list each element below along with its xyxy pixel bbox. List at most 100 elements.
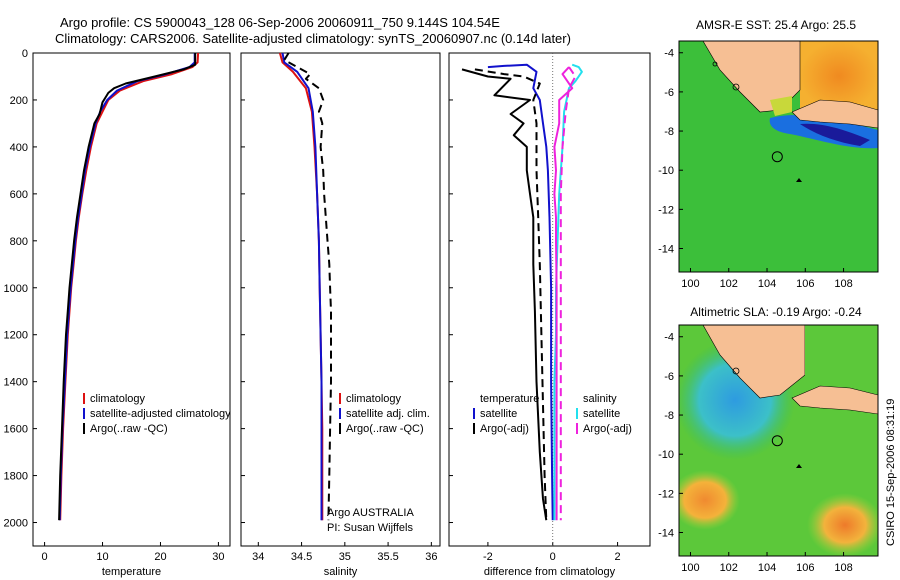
sla-xtick-label: 102 <box>720 562 738 574</box>
difference-legend-title-temperature: temperature <box>480 393 539 405</box>
sst-island-1 <box>732 83 740 91</box>
temperature-xtick-label: 20 <box>154 551 166 563</box>
sst-island-2 <box>712 61 718 67</box>
salinity-xtick-label: 34.5 <box>291 551 312 563</box>
sst-ytick-label: -4 <box>664 48 674 60</box>
sst-map: AMSR-E SST: 25.4 Argo: 25.5 100 102 104 106… <box>658 18 879 290</box>
temperature-ytick-label: 400 <box>10 142 28 154</box>
temperature-panel: 0 10 20 30 0 200 400 600 800 1000 1200 1400 1600 1800… <box>4 48 232 578</box>
sla-map: Altimetric SLA: -0.19 Argo: -0.24 100 102… <box>658 305 879 574</box>
difference-legend-salinity-label: satellite <box>583 408 620 420</box>
difference-legend-title-salinity: salinity <box>583 393 617 405</box>
temperature-xtick-label: 10 <box>96 551 108 563</box>
temperature-ytick-label: 200 <box>10 95 28 107</box>
sla-warm-eddy-east <box>807 493 878 556</box>
difference-series-salinity-satellite <box>553 63 583 521</box>
difference-xlabel: difference from climatology <box>484 566 616 578</box>
sla-xtick-label: 108 <box>834 562 852 574</box>
temperature-ytick-label: 1200 <box>4 330 28 342</box>
salinity-legend-label: satellite adj. clim. <box>346 408 430 420</box>
sla-island-1 <box>732 367 740 375</box>
sla-small-island <box>796 464 802 468</box>
difference-xtick-label: 0 <box>550 551 556 563</box>
temperature-ytick-label: 600 <box>10 189 28 201</box>
salinity-xtick-label: 35.5 <box>377 551 398 563</box>
temperature-ytick-label: 1800 <box>4 471 28 483</box>
sla-warm-eddy-west <box>679 470 740 530</box>
temperature-ytick-label: 1400 <box>4 377 28 389</box>
temperature-xlabel: temperature <box>102 566 161 578</box>
difference-series-temperature-argo-adj-dashed <box>474 68 548 521</box>
sst-map-title: AMSR-E SST: 25.4 Argo: 25.5 <box>696 18 856 32</box>
temperature-legend-label: satellite-adjusted climatology <box>90 408 231 420</box>
title-line-2: Climatology: CARS2006. Satellite-adjuste… <box>55 31 571 46</box>
salinity-series-satellite-adj-clim- <box>281 52 323 521</box>
salinity-xtick-label: 34 <box>252 551 264 563</box>
temperature-xtick-label: 30 <box>212 551 224 563</box>
difference-frame <box>448 52 651 547</box>
sla-ytick-label: -6 <box>664 371 674 383</box>
sst-ytick-label: -14 <box>658 244 674 256</box>
sst-ytick-label: -12 <box>658 204 674 216</box>
temperature-ytick-label: 2000 <box>4 518 28 530</box>
sst-warm-patch <box>800 41 878 111</box>
sla-argo-position <box>771 435 783 447</box>
sla-ytick-label: -4 <box>664 332 674 344</box>
sla-map-axes: 100 102 104 106 108 -4 -6 -8 -10 -12 -14 <box>658 332 853 574</box>
difference-xtick-label: 2 <box>615 551 621 563</box>
salinity-legend-label: Argo(..raw -QC) <box>346 423 424 435</box>
difference-series-temperature-satellite <box>487 63 554 521</box>
sla-map-frame <box>678 324 879 557</box>
sst-xtick-label: 104 <box>758 278 776 290</box>
temperature-ytick-label: 1600 <box>4 424 28 436</box>
salinity-panel: 34 34.5 35 35.5 36 salinity climatology satelli… <box>240 52 441 578</box>
salinity-legend-label: climatology <box>346 393 402 405</box>
salinity-series-climatology <box>278 52 324 521</box>
temperature-series-satellite-adjusted-climatology <box>58 53 196 521</box>
salinity-xlabel: salinity <box>324 566 358 578</box>
sla-xtick-label: 104 <box>758 562 776 574</box>
sst-small-island <box>796 178 802 182</box>
sst-ytick-label: -8 <box>664 126 674 138</box>
temperature-frame <box>32 52 231 547</box>
sst-xtick-label: 100 <box>681 278 699 290</box>
sst-ytick-label: -10 <box>658 165 674 177</box>
temperature-xtick-label: 0 <box>42 551 48 563</box>
salinity-xtick-label: 36 <box>425 551 437 563</box>
temperature-ytick-label: 800 <box>10 236 28 248</box>
sla-land-java <box>791 385 878 415</box>
salinity-xtick-label: 35 <box>339 551 351 563</box>
salinity-annotation-line-2: PI: Susan Wijffels <box>327 522 413 534</box>
sst-map-frame <box>678 40 879 273</box>
sla-xtick-label: 100 <box>681 562 699 574</box>
sla-ytick-label: -8 <box>664 410 674 422</box>
temperature-ytick-label: 1000 <box>4 283 28 295</box>
temperature-legend-label: climatology <box>90 393 146 405</box>
sst-xtick-label: 102 <box>720 278 738 290</box>
sst-argo-position <box>771 151 783 163</box>
sst-xtick-label: 106 <box>796 278 814 290</box>
temperature-ytick-label: 0 <box>22 48 28 60</box>
difference-legend-temperature-label: Argo(-adj) <box>480 423 529 435</box>
salinity-frame <box>240 52 441 547</box>
difference-legend-temperature-label: satellite <box>480 408 517 420</box>
temperature-series-climatology <box>59 52 200 521</box>
sla-land-data-patch <box>805 325 878 380</box>
sst-land-sumatra <box>702 41 801 113</box>
sst-map-axes: 100 102 104 106 108 -4 -6 -8 -10 -12 -14 <box>658 48 853 290</box>
sla-xtick-label: 106 <box>796 562 814 574</box>
difference-xtick-label: -2 <box>483 551 493 563</box>
side-timestamp: CSIRO 15-Sep-2006 08:31:19 <box>885 399 897 546</box>
sla-map-title: Altimetric SLA: -0.19 Argo: -0.24 <box>690 305 862 319</box>
temperature-legend-label: Argo(..raw -QC) <box>90 423 168 435</box>
difference-panel: -2 0 2 difference from climatology temperatu… <box>448 52 651 578</box>
sst-cool-core <box>800 123 870 146</box>
sla-ytick-label: -14 <box>658 528 674 540</box>
difference-series-salinity-argo-adj-dashed <box>559 66 577 521</box>
temperature-series-argo-raw-qc- <box>58 53 197 521</box>
title-line-1: Argo profile: CS 5900043_128 06-Sep-2006… <box>60 15 500 30</box>
salinity-series-argo-raw-qc- <box>283 52 332 521</box>
difference-series-salinity-argo-adj- <box>553 66 574 521</box>
sla-ytick-label: -12 <box>658 488 674 500</box>
